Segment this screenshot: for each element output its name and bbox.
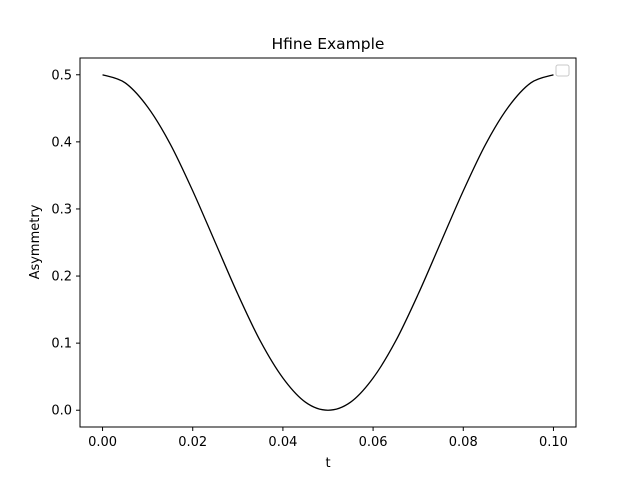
legend-box	[555, 64, 570, 77]
y-tick-label: 0.0	[51, 404, 72, 419]
x-axis: 0.00 0.02 0.04 0.06 0.08 0.10	[88, 427, 568, 450]
y-axis-label: Asymmetry	[28, 204, 43, 279]
y-axis: 0.0 0.1 0.2 0.3 0.4 0.5	[51, 68, 80, 419]
x-tick-label: 0.10	[539, 435, 568, 450]
x-tick-label: 0.08	[449, 435, 478, 450]
y-tick-label: 0.4	[51, 135, 72, 150]
chart-title: Hfine Example	[272, 35, 385, 53]
x-axis-label: t	[325, 456, 330, 471]
x-tick-label: 0.06	[359, 435, 388, 450]
x-tick-label: 0.04	[268, 435, 297, 450]
series-line	[102, 74, 554, 411]
y-tick-label: 0.1	[51, 337, 72, 352]
y-tick-label: 0.2	[51, 270, 72, 285]
plot-area-frame	[79, 57, 577, 428]
y-tick-label: 0.3	[51, 202, 72, 217]
series-layer	[102, 74, 554, 411]
x-tick-label: 0.00	[88, 435, 117, 450]
y-tick-label: 0.5	[51, 68, 72, 83]
x-tick-label: 0.02	[178, 435, 207, 450]
